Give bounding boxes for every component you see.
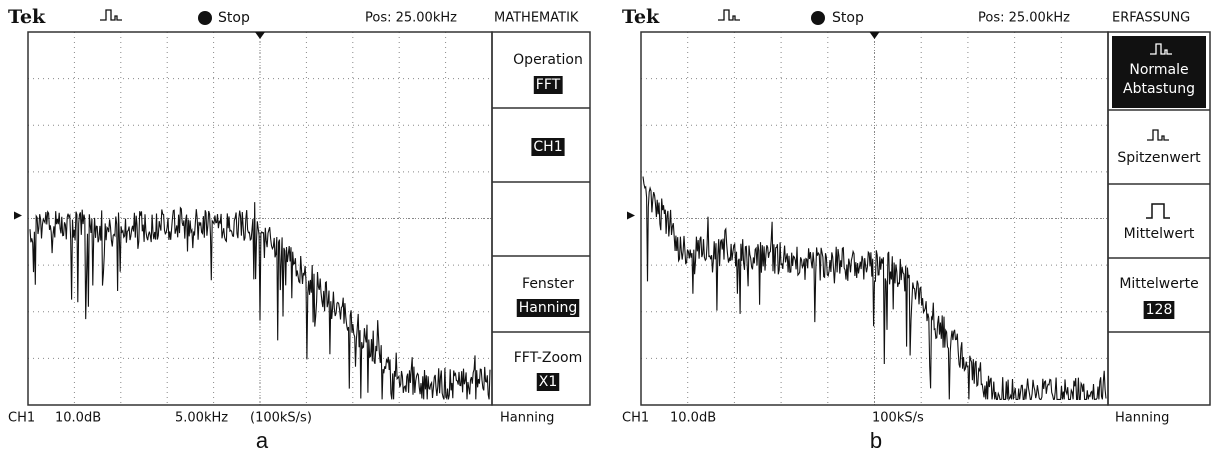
menu-title: MATHEMATIK [494,11,579,26]
footer-scale: 10.0dB [670,411,716,426]
menu-frame [491,31,591,406]
panel-a: Tek Stop Pos: 25.00kHz MATHEMATIK Operat… [8,6,591,453]
mode-icon [1150,43,1172,55]
menu-selected [1112,36,1206,108]
ref-marker [627,211,635,220]
screen [14,31,493,406]
menu-label[interactable]: Spitzenwert [1117,150,1201,166]
footer-window: Hanning [1115,411,1169,426]
acq-icon [100,9,122,21]
trigger-marker [255,32,265,39]
value-highlight [531,138,565,156]
menu-label[interactable]: Operation [513,52,583,68]
fft-trace [29,202,491,401]
footer-channel: CH1 [622,411,649,426]
menu-value[interactable]: FFT [536,77,561,93]
menu-value[interactable]: 128 [1146,302,1173,318]
value-highlight [533,76,563,94]
menu-value[interactable]: Normale Abtastung [1123,62,1195,97]
menu-value[interactable]: Hanning [519,300,578,316]
footer-channel: CH1 [8,411,35,426]
menu-label[interactable]: Mittelwert [1124,226,1195,242]
run-status: Stop [832,10,864,26]
stop-indicator [811,11,825,25]
ref-marker [14,211,22,220]
position: Pos: 25.00kHz [365,11,457,26]
menu-label[interactable]: Mittelwerte [1119,276,1198,292]
menu-frame [1107,31,1211,406]
screen [627,31,1109,406]
menu-label[interactable]: FFT-Zoom [514,350,583,366]
acq-icon [718,9,740,21]
stop-indicator [198,11,212,25]
caption: a [256,428,269,453]
mode-icon [1146,203,1170,219]
trigger-marker [869,32,880,39]
panel-b: Tek Stop Pos: 25.00kHz ERFASSUNG Normale… [622,6,1211,453]
menu-label[interactable]: Fenster [522,276,574,292]
brand: Tek [8,6,46,28]
mode-icon [1147,129,1169,141]
value-highlight [536,373,560,391]
menu-value[interactable]: X1 [539,374,558,390]
fft-trace [642,176,1107,402]
value-highlight [516,299,580,317]
footer-rate: (100kS/s) [250,411,312,426]
footer-scale: 10.0dB [55,411,101,426]
caption: b [870,428,882,453]
brand: Tek [622,6,660,28]
value-highlight [1143,301,1175,319]
position: Pos: 25.00kHz [978,11,1070,26]
menu-value[interactable]: CH1 [533,139,562,155]
footer-window: Hanning [500,411,554,426]
footer-frequency: 5.00kHz [175,411,228,426]
footer-rate: 100kS/s [872,411,924,426]
menu-title: ERFASSUNG [1112,11,1190,26]
run-status: Stop [218,10,250,26]
